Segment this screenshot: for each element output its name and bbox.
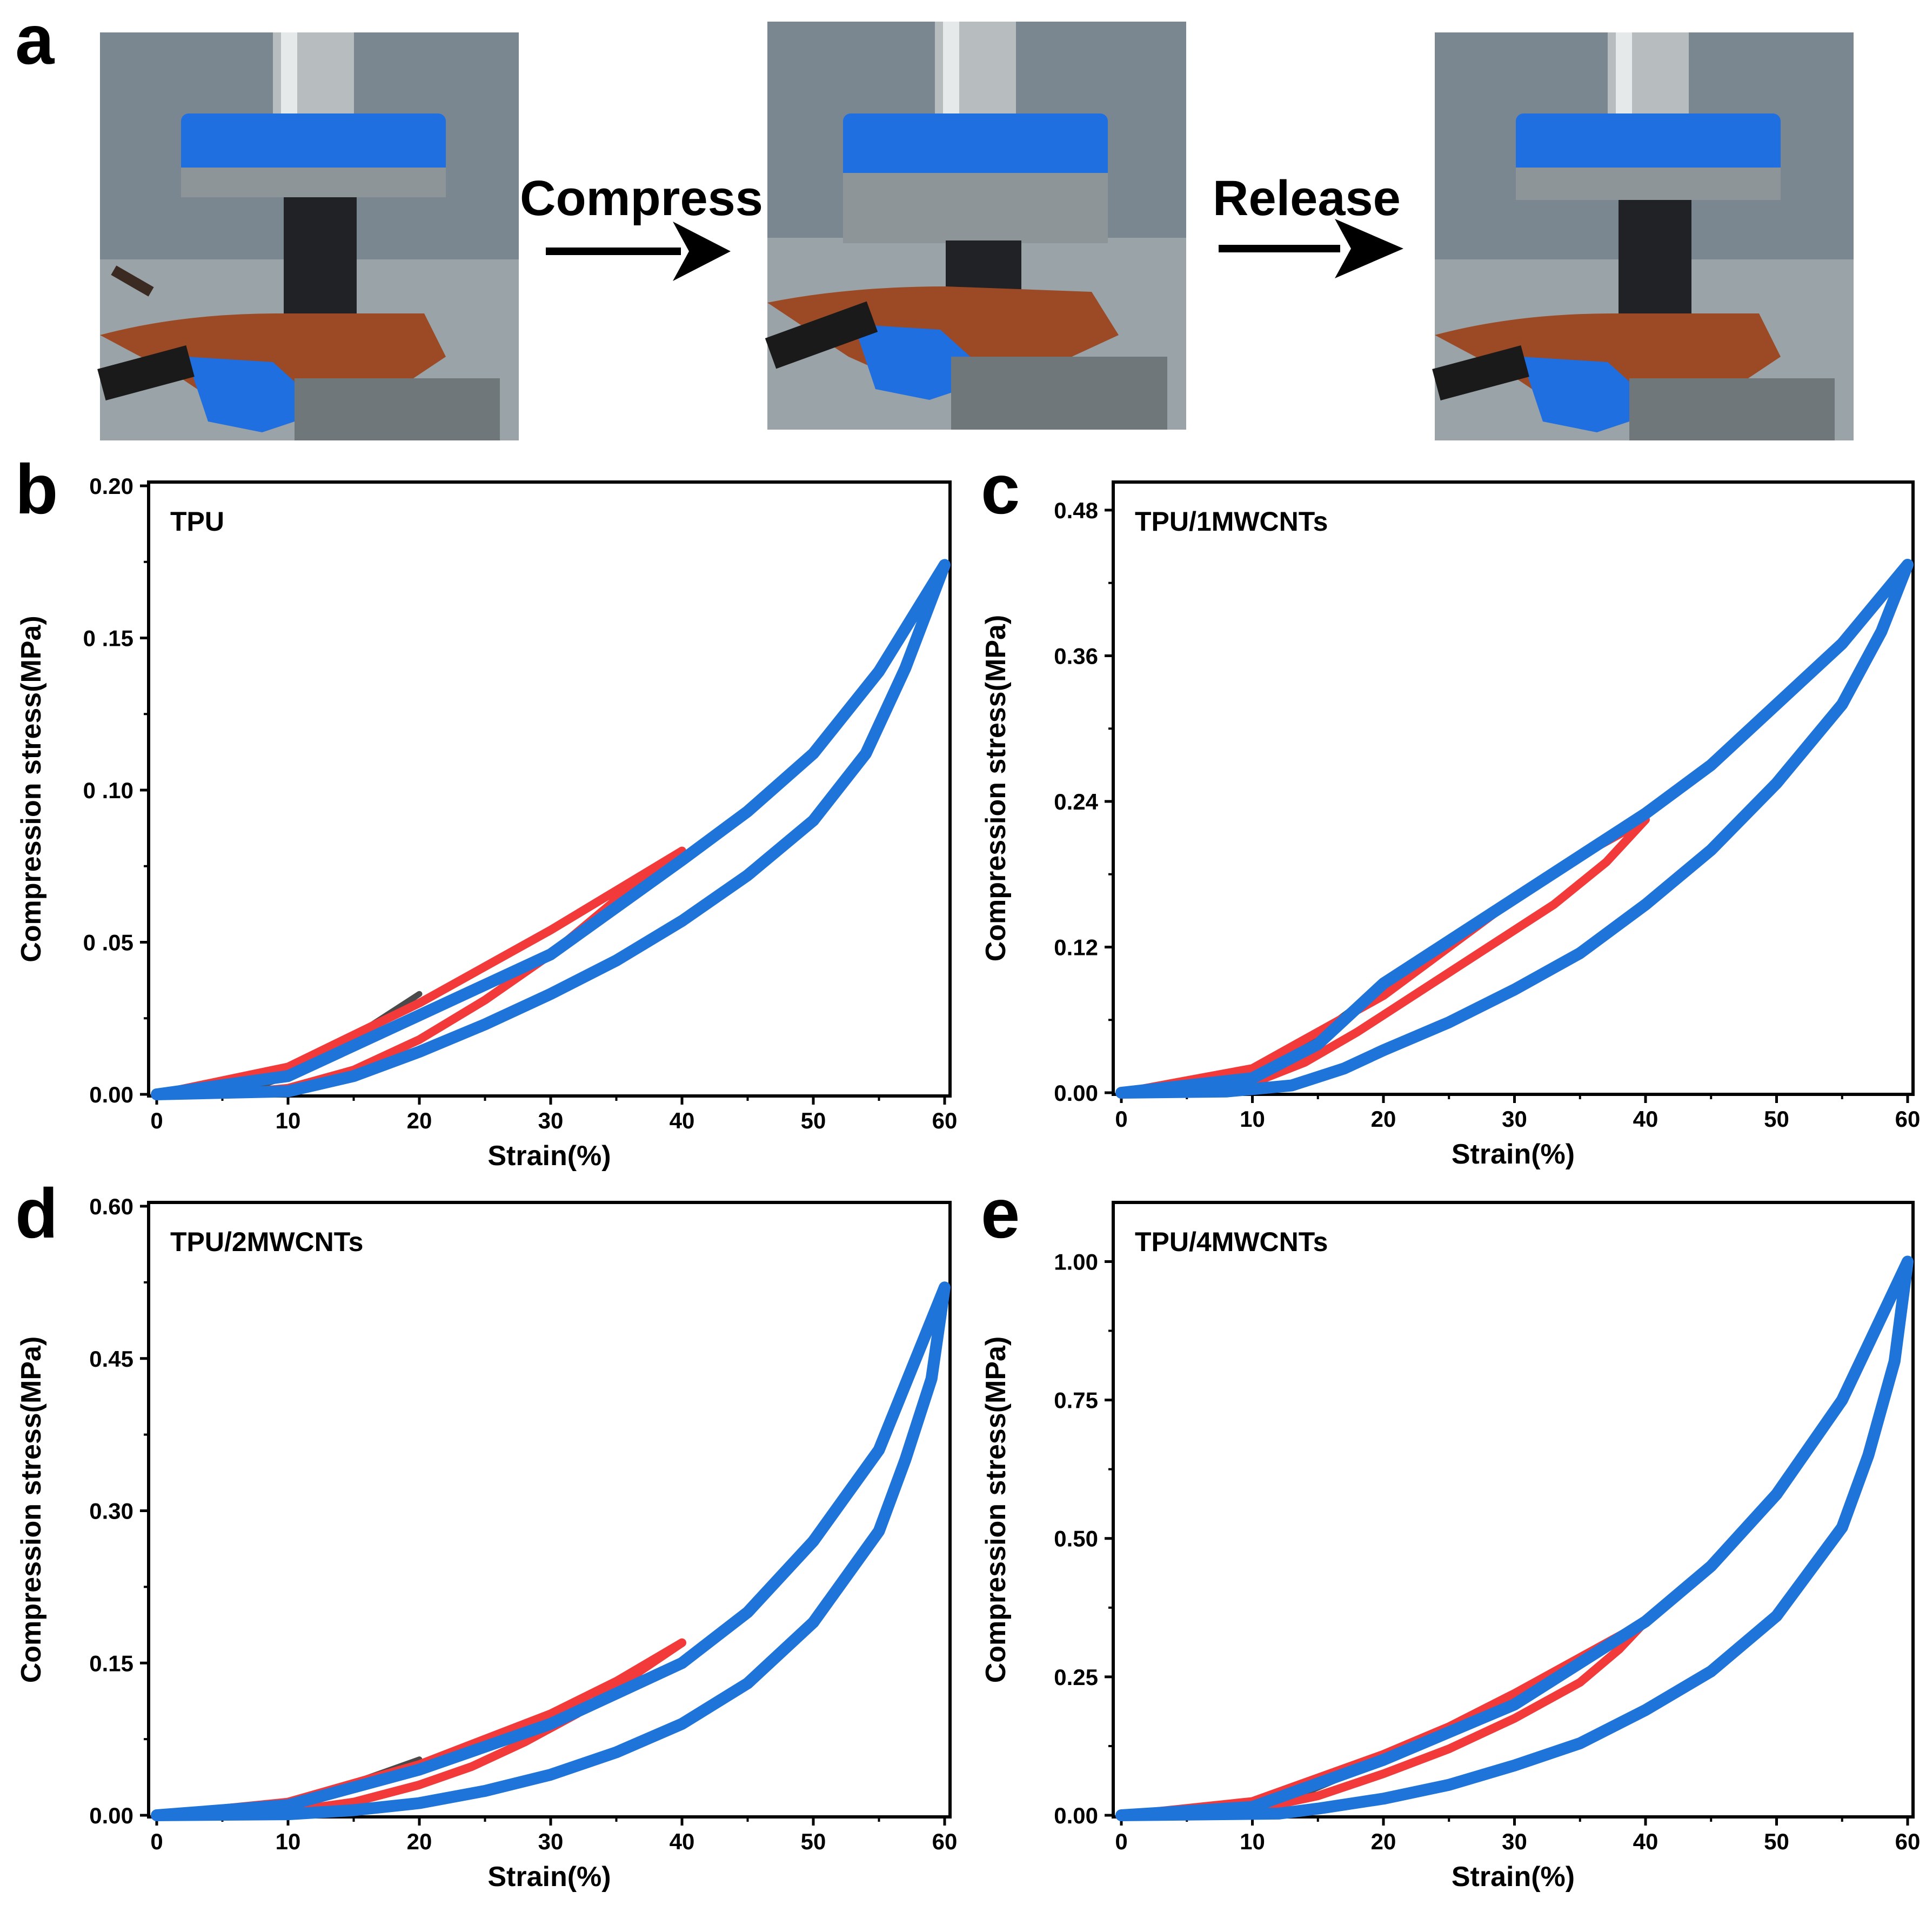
y-tick-label: 0.48 (1054, 498, 1098, 523)
compression-test-photo-released (1432, 32, 1854, 440)
y-tick-label: 0 .10 (83, 778, 133, 803)
charts-layer: b 0 10 20 30 40 50 60 0.00 0 .05 0 .10 0 .15 0.20 Str… (15, 450, 1920, 1893)
y-tick-label: 0.36 (1054, 643, 1098, 668)
y-tick-label: 0.50 (1054, 1526, 1098, 1552)
chart-title: TPU (170, 506, 224, 537)
hysteresis-curve-40 (1117, 815, 1650, 1097)
y-tick-label: 0 .15 (83, 626, 133, 651)
x-tick-label: 50 (1764, 1829, 1789, 1854)
x-tick-label: 0 (1115, 1829, 1127, 1854)
hysteresis-curve-60 (1115, 559, 1914, 1099)
panel-letter-d: d (15, 1174, 58, 1253)
x-tick-label: 50 (1764, 1106, 1789, 1132)
y-tick-label: 0.15 (89, 1650, 133, 1676)
y-tick-label: 0.00 (1054, 1803, 1098, 1828)
y-axis-label: Compression stress(MPa) (980, 615, 1012, 962)
y-tick-label: 0.25 (1054, 1664, 1098, 1690)
x-tick-label: 60 (1895, 1829, 1921, 1854)
panel-letter-c: c (981, 450, 1020, 529)
y-tick-label: 0.00 (89, 1082, 133, 1107)
chart-b: b 0 10 20 30 40 50 60 0.00 0 .05 0 .10 0 .15 0.20 Str… (15, 450, 957, 1172)
y-tick-label: 0.24 (1054, 789, 1098, 814)
y-tick-label: 0.30 (89, 1499, 133, 1524)
x-tick-label: 30 (538, 1108, 564, 1133)
x-axis-label: Strain(%) (487, 1861, 611, 1893)
y-axis-label: Compression stress(MPa) (16, 616, 47, 962)
y-tick-label: 0.00 (1054, 1080, 1098, 1106)
hysteresis-curve-60 (151, 559, 951, 1100)
panel-letter-a: a (15, 0, 55, 79)
compress-label: Compress (520, 171, 763, 226)
hysteresis-curve-60 (151, 1281, 951, 1821)
chart-title: TPU/4MWCNTs (1135, 1227, 1328, 1257)
x-tick-label: 10 (276, 1108, 301, 1133)
hysteresis-curve-40 (152, 1638, 686, 1820)
x-tick-label: 60 (1895, 1106, 1921, 1132)
y-axis-label: Compression stress(MPa) (980, 1336, 1012, 1683)
chart-c: c 0 10 20 30 40 50 60 0.00 0.12 0.24 0.36 0.48 Strain… (980, 450, 1920, 1170)
y-tick-label: 0.75 (1054, 1388, 1098, 1413)
x-tick-label: 10 (1240, 1829, 1265, 1854)
x-tick-label: 20 (1371, 1829, 1396, 1854)
x-tick-label: 40 (670, 1829, 695, 1854)
chart-d: d 0 10 20 30 40 50 60 0.00 0.15 0.30 0.45 0.60 Strain… (15, 1174, 957, 1893)
x-tick-label: 30 (1502, 1106, 1527, 1132)
x-tick-label: 30 (538, 1829, 564, 1854)
plot-frame (1112, 1201, 1915, 1819)
x-tick-label: 30 (1502, 1829, 1527, 1854)
panel-letter-b: b (15, 450, 58, 529)
release-label: Release (1213, 171, 1401, 226)
x-tick-label: 20 (407, 1829, 432, 1854)
arrow-right-icon (1219, 219, 1403, 278)
x-tick-label: 60 (932, 1829, 958, 1854)
x-tick-label: 0 (150, 1108, 163, 1133)
y-tick-label: 1.00 (1054, 1249, 1098, 1274)
x-tick-label: 50 (801, 1829, 826, 1854)
x-axis-label: Strain(%) (1452, 1861, 1575, 1893)
y-tick-label: 0.20 (89, 473, 133, 499)
x-tick-label: 60 (932, 1108, 958, 1133)
plot-frame (1112, 480, 1915, 1096)
y-tick-label: 0 .05 (83, 930, 133, 955)
x-tick-label: 40 (670, 1108, 695, 1133)
hysteresis-curve-60 (1115, 1255, 1914, 1821)
x-axis-label: Strain(%) (1452, 1139, 1575, 1170)
x-tick-label: 10 (276, 1829, 301, 1854)
panel-letter-e: e (981, 1174, 1020, 1253)
hysteresis-curve-40 (1117, 1617, 1650, 1820)
y-tick-label: 0.45 (89, 1346, 133, 1372)
compression-test-photo-initial (97, 32, 519, 440)
y-tick-label: 0.00 (89, 1803, 133, 1828)
chart-title: TPU/2MWCNTs (170, 1227, 363, 1257)
x-tick-label: 0 (150, 1829, 163, 1854)
chart-e: e 0 10 20 30 40 50 60 0.00 0.25 0.50 0.75 1.00 Strain… (980, 1174, 1920, 1893)
x-tick-label: 10 (1240, 1106, 1265, 1132)
x-tick-label: 40 (1633, 1106, 1659, 1132)
plot-frame (147, 480, 952, 1098)
x-tick-label: 0 (1115, 1106, 1127, 1132)
x-tick-label: 40 (1633, 1829, 1659, 1854)
arrow-right-icon (546, 222, 731, 281)
x-tick-label: 20 (1371, 1106, 1396, 1132)
y-axis-label: Compression stress(MPa) (16, 1336, 47, 1683)
y-tick-label: 0.60 (89, 1194, 133, 1219)
y-tick-label: 0.12 (1054, 934, 1098, 960)
x-axis-label: Strain(%) (487, 1140, 611, 1172)
compression-test-photo-compressed (765, 22, 1186, 430)
x-tick-label: 20 (407, 1108, 432, 1133)
chart-title: TPU/1MWCNTs (1135, 506, 1328, 537)
x-tick-label: 50 (801, 1108, 826, 1133)
